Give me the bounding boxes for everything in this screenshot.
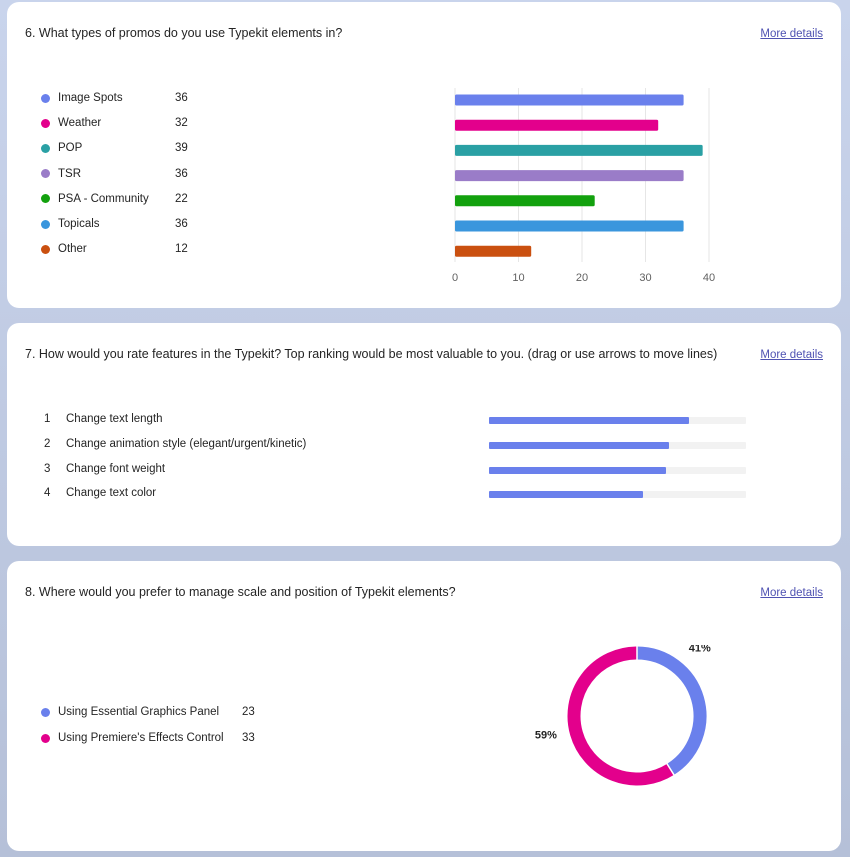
rank-label: Change text color	[66, 487, 157, 500]
bar-pop	[455, 144, 703, 156]
rank-bar-fill	[489, 466, 667, 474]
legend-label: Using Premiere's Effects Control	[58, 732, 224, 744]
bar-image-spots	[455, 94, 684, 106]
donut-slice	[636, 646, 707, 775]
legend-count: 36	[175, 167, 188, 180]
question-8-more-details-link[interactable]: More details	[760, 587, 823, 599]
donut-slice	[567, 646, 674, 786]
legend-swatch	[41, 93, 50, 103]
rank-number: 1	[44, 413, 51, 425]
x-tick-label: 10	[512, 272, 524, 284]
question-6-title: 6. What types of promos do you use Typek…	[25, 26, 343, 40]
x-tick-label: 20	[576, 272, 588, 284]
legend-swatch	[41, 169, 50, 179]
question-7-title: 7. How would you rate features in the Ty…	[25, 347, 718, 361]
legend-item: Topicals 36	[41, 216, 211, 232]
rank-number: 3	[44, 462, 51, 475]
percent-label: 41%	[689, 645, 711, 654]
rank-number: 2	[44, 437, 51, 450]
legend-item: Using Premiere's Effects Control 33	[41, 730, 271, 746]
legend-swatch	[41, 219, 50, 229]
legend-swatch	[41, 143, 50, 153]
x-tick-label: 30	[639, 272, 651, 284]
rank-bar-track	[489, 441, 746, 449]
question-7-card: 7. How would you rate features in the Ty…	[7, 323, 841, 546]
legend-label: TSR	[58, 167, 81, 180]
legend-label: PSA - Community	[58, 192, 149, 205]
question-8-title: 8. Where would you prefer to manage scal…	[25, 585, 456, 599]
rank-bar-track	[489, 466, 746, 474]
legend-swatch	[41, 707, 50, 717]
question-6-more-details-link[interactable]: More details	[760, 28, 823, 40]
question-7-more-details-link[interactable]: More details	[760, 349, 823, 361]
legend-item: PSA - Community 22	[41, 191, 211, 207]
legend-item: Weather 32	[41, 115, 211, 131]
legend-item: Other 12	[41, 241, 211, 257]
x-tick-label: 40	[703, 272, 715, 284]
rank-bar-track	[489, 491, 746, 499]
legend-label: Weather	[58, 117, 102, 130]
rank-bar-fill	[489, 491, 644, 499]
legend-item: Image Spots 36	[41, 90, 211, 106]
legend-count: 32	[175, 117, 188, 130]
ranking-item: 4 Change text color	[44, 487, 464, 503]
legend-label: Using Essential Graphics Panel	[58, 706, 220, 718]
rank-number: 4	[44, 487, 51, 500]
rank-label: Change font weight	[66, 462, 166, 475]
rank-bar-fill	[489, 441, 669, 449]
legend-count: 12	[175, 243, 188, 256]
rank-bar-fill	[489, 417, 690, 424]
legend-label: POP	[58, 142, 83, 155]
legend-swatch	[41, 733, 50, 743]
legend-swatch	[41, 118, 50, 128]
x-tick-label: 0	[452, 272, 458, 284]
legend-label: Image Spots	[58, 92, 123, 104]
legend-item: POP 39	[41, 140, 211, 156]
legend-count: 36	[175, 92, 188, 104]
legend-count: 33	[242, 732, 255, 744]
bar-topicals	[455, 220, 684, 232]
question-6-bar-chart: 0 10 20 30 40	[452, 88, 715, 284]
question-8-card: 8. Where would you prefer to manage scal…	[7, 561, 841, 851]
legend-item: TSR 36	[41, 166, 211, 182]
legend-swatch	[41, 194, 50, 204]
percent-label: 59%	[535, 730, 557, 742]
ranking-item: 3 Change font weight	[44, 463, 464, 479]
legend-label: Other	[58, 243, 87, 256]
rank-bar-track	[489, 417, 746, 424]
legend-count: 23	[242, 706, 255, 718]
question-8-donut-chart: 41% 59%	[535, 645, 711, 786]
legend-count: 36	[175, 218, 188, 230]
question-6-card: 6. What types of promos do you use Typek…	[7, 2, 841, 308]
ranking-item: 2 Change animation style (elegant/urgent/…	[44, 438, 464, 454]
bar-other	[455, 245, 532, 257]
legend-count: 22	[175, 192, 188, 205]
bar-weather	[455, 119, 659, 131]
slice-separator	[665, 762, 676, 777]
legend-swatch	[41, 244, 50, 254]
ranking-item: 1 Change text length	[44, 413, 464, 429]
rank-label: Change animation style (elegant/urgent/k…	[66, 437, 307, 450]
rank-label: Change text length	[66, 413, 163, 425]
bar-tsr	[455, 170, 684, 182]
legend-count: 39	[175, 142, 188, 155]
legend-label: Topicals	[58, 218, 100, 230]
legend-item: Using Essential Graphics Panel 23	[41, 704, 271, 720]
bar-psa-community	[455, 195, 595, 207]
